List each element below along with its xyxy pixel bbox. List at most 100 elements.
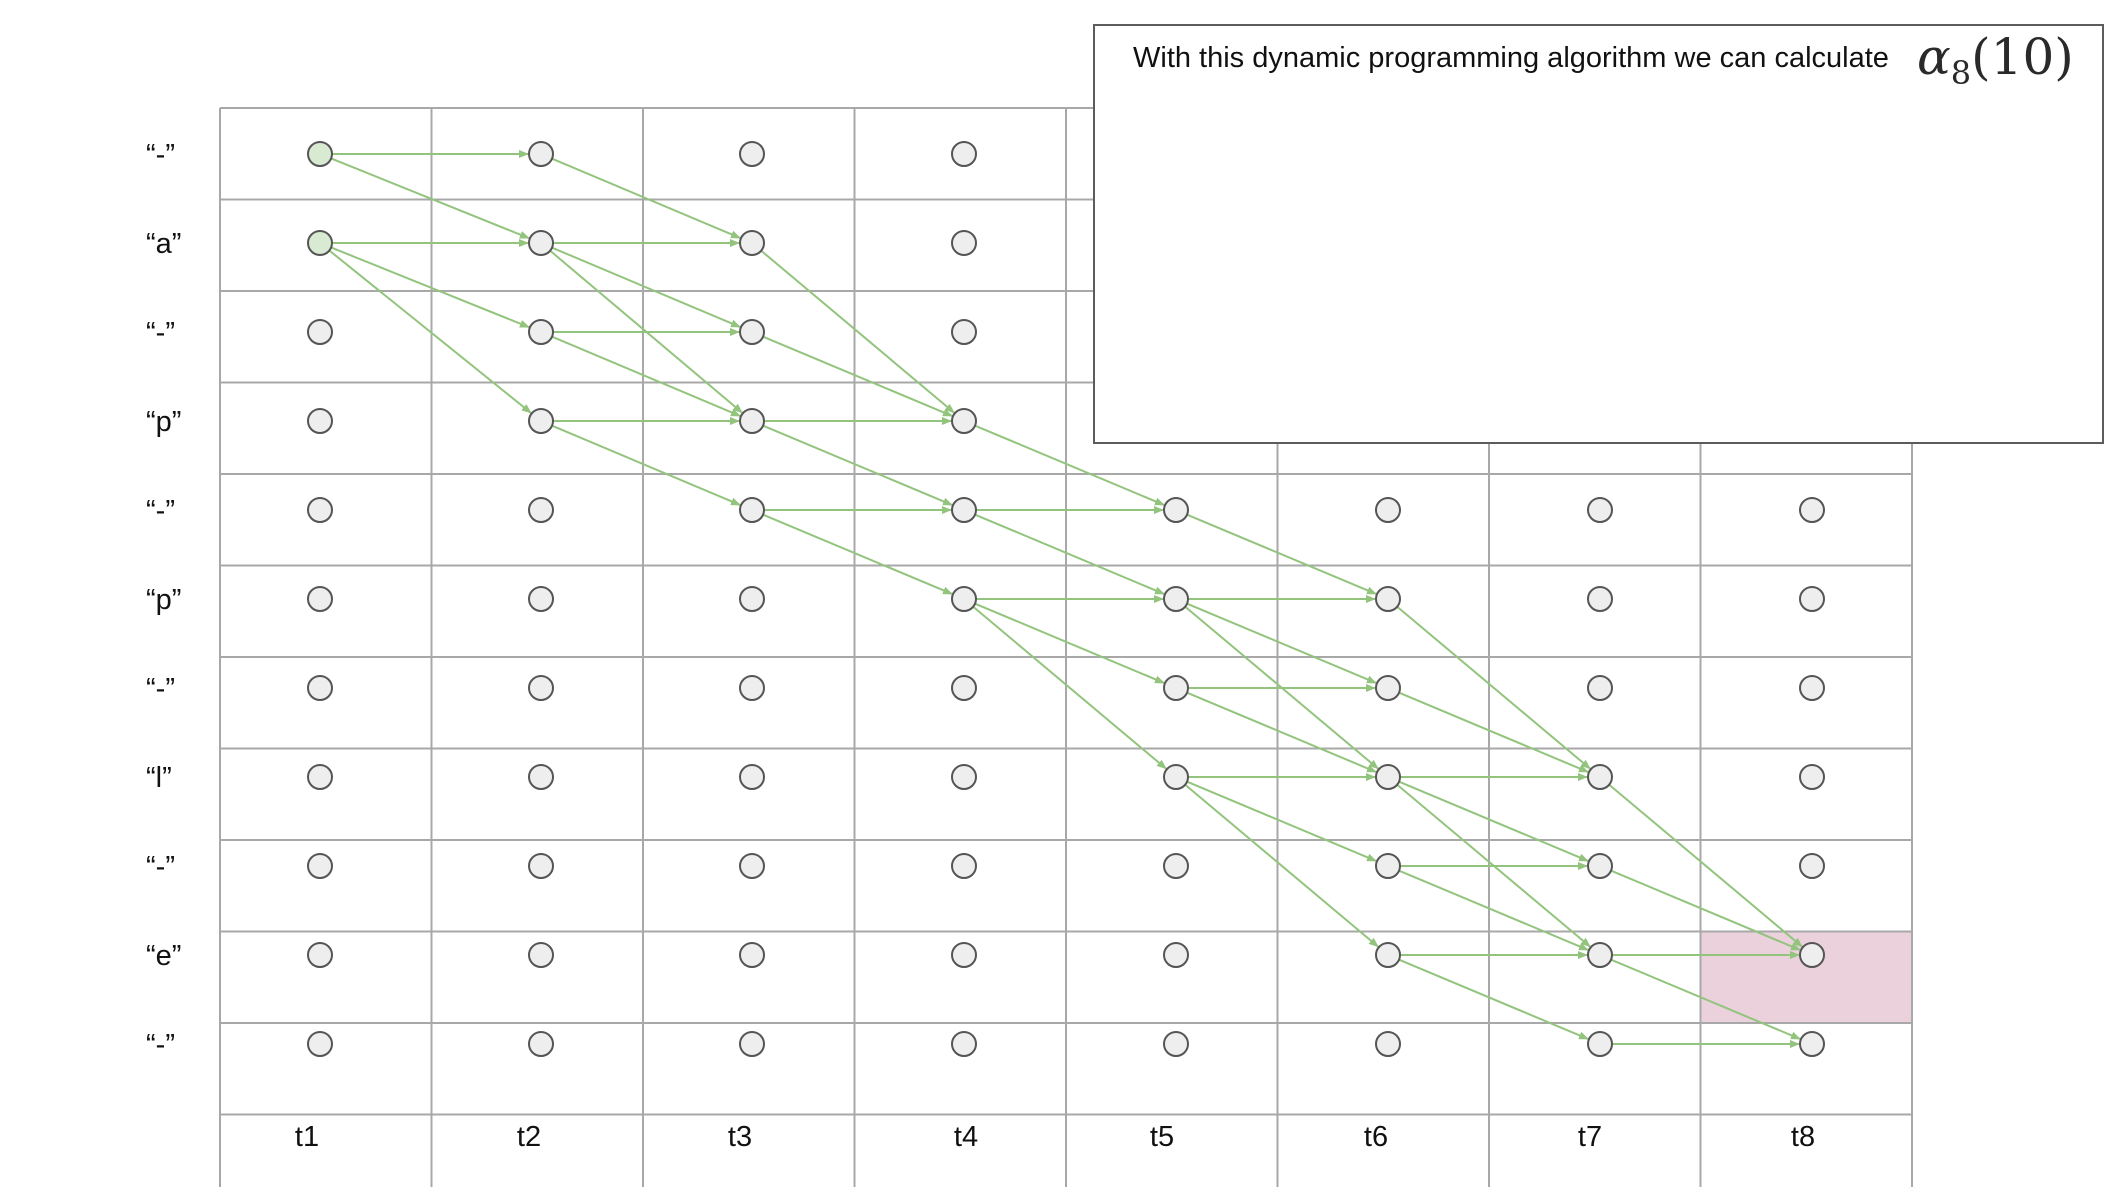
row-label: “-” — [146, 851, 175, 883]
lattice-node — [1587, 1031, 1613, 1057]
callout-box: With this dynamic programming algorithm … — [1093, 24, 2104, 444]
lattice-node — [1163, 853, 1189, 879]
lattice-node — [1587, 675, 1613, 701]
transition-arrow — [1186, 780, 1377, 862]
lattice-node — [1799, 586, 1825, 612]
lattice-node — [307, 408, 333, 434]
lattice-node — [1587, 497, 1613, 523]
transition-arrow — [1398, 691, 1589, 773]
transition-arrow — [1186, 513, 1377, 595]
lattice-node — [951, 586, 977, 612]
lattice-node — [739, 408, 765, 434]
transition-arrow — [762, 513, 953, 595]
lattice-node — [951, 319, 977, 345]
lattice-node — [528, 141, 554, 167]
transition-arrow — [330, 157, 530, 240]
lattice-node — [307, 586, 333, 612]
column-labels: t1 t2 t3 t4 t5 t6 t7 t8 — [295, 1121, 1815, 1153]
column-label: t3 — [728, 1121, 752, 1153]
alpha-subscript: 8 — [1950, 54, 1972, 92]
transition-arrow — [551, 246, 741, 328]
lattice-node — [1799, 764, 1825, 790]
lattice-node — [951, 408, 977, 434]
transition-arrow — [1186, 602, 1377, 684]
lattice-node — [951, 853, 977, 879]
lattice-node — [307, 853, 333, 879]
lattice-node — [739, 319, 765, 345]
row-label: “-” — [146, 495, 175, 527]
transition-arrow — [1398, 958, 1589, 1040]
lattice-node — [1799, 675, 1825, 701]
lattice-node — [1799, 942, 1825, 968]
lattice-node — [1375, 853, 1401, 879]
lattice-node — [951, 230, 977, 256]
lattice-node — [1375, 586, 1401, 612]
lattice-node — [528, 1031, 554, 1057]
row-label: “p” — [146, 406, 181, 438]
transition-arrow — [1610, 869, 1801, 951]
lattice-node — [1375, 497, 1401, 523]
column-label: t7 — [1578, 1121, 1602, 1153]
transition-arrow — [1610, 958, 1801, 1040]
lattice-node — [528, 319, 554, 345]
lattice-node — [528, 942, 554, 968]
lattice-node — [951, 764, 977, 790]
lattice-node — [1587, 586, 1613, 612]
lattice-node — [1587, 942, 1613, 968]
column-label: t2 — [517, 1121, 541, 1153]
lattice-node — [1799, 1031, 1825, 1057]
row-labels: “-” “a” “-” “p” “-” “p” “-” “l” “-” “e” “-” — [146, 139, 181, 1061]
lattice-node — [528, 675, 554, 701]
lattice-node — [1375, 675, 1401, 701]
lattice-node — [739, 942, 765, 968]
lattice-node — [307, 319, 333, 345]
transition-arrow — [1608, 783, 1803, 948]
row-label: “-” — [146, 673, 175, 705]
transition-arrow — [551, 157, 741, 239]
column-label: t6 — [1364, 1121, 1388, 1153]
transition-arrow — [1186, 691, 1377, 773]
lattice-node — [528, 408, 554, 434]
transition-arrow — [551, 424, 741, 506]
transition-arrow — [1398, 869, 1589, 951]
transition-arrow — [762, 424, 953, 506]
column-label: t8 — [1791, 1121, 1815, 1153]
transition-arrow — [328, 249, 532, 414]
lattice-node — [951, 942, 977, 968]
lattice-node — [1375, 942, 1401, 968]
alpha-symbol: α — [1917, 28, 1951, 86]
start-node — [307, 230, 333, 256]
column-label: t1 — [295, 1121, 319, 1153]
lattice-node — [528, 764, 554, 790]
lattice-node — [951, 141, 977, 167]
row-label: “e” — [146, 940, 181, 972]
lattice-node — [739, 1031, 765, 1057]
alpha-argument: (10) — [1971, 28, 2074, 86]
column-label: t5 — [1150, 1121, 1174, 1153]
row-label: “p” — [146, 584, 181, 616]
lattice-node — [1587, 764, 1613, 790]
lattice-node — [951, 675, 977, 701]
row-label: “-” — [146, 317, 175, 349]
transition-arrow — [1184, 783, 1379, 948]
column-label: t4 — [954, 1121, 978, 1153]
lattice-node — [1799, 853, 1825, 879]
callout-text: With this dynamic programming algorithm … — [1133, 42, 1889, 74]
lattice-node — [307, 675, 333, 701]
transition-arrow — [760, 249, 955, 414]
transition-arrow — [974, 602, 1165, 684]
row-label: “-” — [146, 1029, 175, 1061]
lattice-node — [528, 497, 554, 523]
transition-arrow — [1396, 605, 1591, 770]
lattice-node — [1375, 1031, 1401, 1057]
row-label: “-” — [146, 139, 175, 171]
lattice-node — [1799, 497, 1825, 523]
lattice-node — [1587, 853, 1613, 879]
lattice-node — [307, 764, 333, 790]
lattice-node — [307, 497, 333, 523]
lattice-node — [739, 764, 765, 790]
lattice-node — [528, 586, 554, 612]
row-label: “l” — [146, 762, 172, 794]
start-node — [307, 141, 333, 167]
lattice-node — [1375, 764, 1401, 790]
